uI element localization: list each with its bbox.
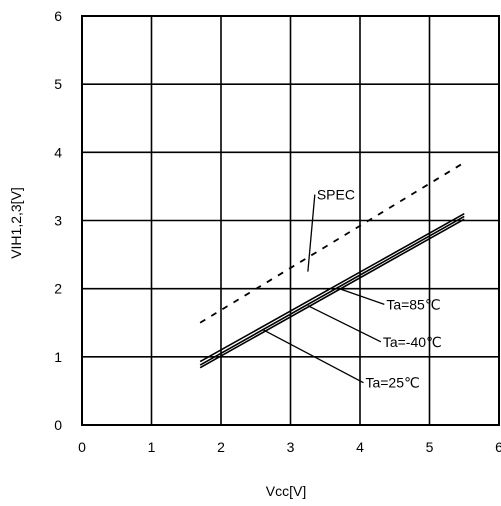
annotation-label: SPEC <box>317 187 355 203</box>
x-tick-label: 1 <box>148 439 156 455</box>
series-line <box>199 215 465 366</box>
grid <box>82 16 499 425</box>
annotation-label: Ta=25℃ <box>365 375 419 391</box>
x-tick-label: 4 <box>356 439 364 455</box>
annotation-label: Ta=-40℃ <box>383 334 442 350</box>
annotation-label: Ta=85℃ <box>386 296 440 312</box>
y-tick-label: 3 <box>54 213 62 229</box>
series-line <box>199 212 465 363</box>
x-tick-label: 5 <box>426 439 434 455</box>
y-tick-label: 6 <box>54 8 62 24</box>
annotation-leader-line <box>307 194 316 272</box>
plot-frame <box>81 15 500 426</box>
annotation-leader-line <box>338 288 385 305</box>
x-tick-label: 2 <box>217 439 225 455</box>
plot-border <box>81 15 500 426</box>
x-tick-label: 0 <box>78 439 86 455</box>
y-axis-title: VIH1,2,3[V] <box>8 187 24 259</box>
x-tick-label: 3 <box>287 439 295 455</box>
y-tick-label: 0 <box>54 417 62 433</box>
y-tick-label: 1 <box>54 349 62 365</box>
y-tick-label: 2 <box>54 281 62 297</box>
annotation-leader-line <box>307 305 382 343</box>
x-tick-labels: 0 1 2 3 4 5 6 <box>78 439 501 455</box>
x-axis-title: Vcc[V] <box>266 483 306 499</box>
annotations: SPEC Ta=85℃ Ta=-40℃ Ta=25℃ <box>262 187 442 391</box>
series-lines <box>199 161 465 369</box>
series-line <box>199 218 465 369</box>
x-tick-label: 6 <box>495 439 501 455</box>
annotation-leader-line <box>262 328 364 384</box>
y-tick-label: 5 <box>54 76 62 92</box>
y-tick-labels: 0 1 2 3 4 5 6 <box>54 8 62 433</box>
y-tick-label: 4 <box>54 144 62 160</box>
